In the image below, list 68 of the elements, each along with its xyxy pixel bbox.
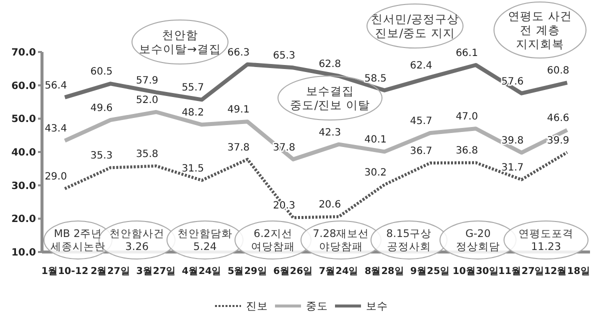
y-tick-label: 20.0 (11, 214, 36, 226)
y-tick-label: 40.0 (11, 148, 36, 158)
data-label: 65.3 (273, 50, 296, 62)
annotation: 6.2지선 여당참패 (251, 228, 295, 254)
annotation: 천안함담화 5.24 (178, 228, 232, 254)
data-label: 52.0 (136, 95, 158, 106)
legend-label: 보수 (366, 300, 388, 313)
x-tick-label: 7월24일 (318, 266, 359, 277)
x-tick-label: 11월27일 (498, 266, 545, 277)
y-tick-label: 30.0 (11, 180, 36, 192)
data-label: 47.0 (456, 112, 478, 123)
x-tick-label: 9월25일 (410, 266, 450, 277)
x-tick-label: 1월10-12 (41, 266, 88, 277)
data-label: 66.3 (227, 47, 250, 58)
y-tick-label: 60.0 (11, 80, 36, 92)
data-label: 29.0 (44, 172, 67, 183)
data-label: 40.1 (364, 134, 387, 146)
data-label: 57.9 (136, 75, 158, 86)
legend-label: 진보 (246, 300, 268, 313)
data-label: 60.8 (547, 66, 570, 77)
data-label: 55.7 (182, 82, 204, 94)
annotation: 8.15구상 공정사회 (386, 228, 432, 254)
annotation: G-20 정상회담 (456, 228, 500, 254)
data-label: 30.2 (364, 168, 387, 179)
text: 친서민/공정구상 진보/중도 지지 (371, 12, 459, 40)
x-tick-label: 10월30일 (452, 266, 500, 277)
annotation: 7.28재보선 야당참패 (312, 228, 370, 254)
data-label: 20.6 (318, 200, 341, 211)
data-label: 49.6 (90, 103, 113, 114)
x-tick-label: 6월26일 (273, 266, 314, 277)
data-label: 37.8 (273, 142, 296, 154)
data-label: 58.5 (364, 73, 387, 84)
y-tick-label: 10.0 (11, 248, 36, 258)
data-label: 62.8 (318, 59, 341, 70)
data-label: 62.4 (410, 60, 432, 72)
annotation: 보수결집 중도/진보 이탈 (290, 84, 370, 112)
data-label: 48.2 (182, 108, 204, 119)
y-tick-label: 70.0 (11, 48, 36, 58)
legend-label: 중도 (306, 300, 328, 313)
data-label: 46.6 (547, 113, 570, 124)
data-label: 60.5 (90, 66, 113, 78)
data-label: 45.7 (410, 116, 432, 127)
data-label: 36.7 (410, 146, 432, 157)
data-label: 43.4 (44, 124, 67, 135)
data-label: 42.3 (318, 127, 341, 138)
x-tick-label: 3월27일 (136, 266, 176, 277)
data-label: 56.4 (44, 80, 67, 92)
annotation: MB 2주년 세종시논란 (50, 228, 106, 254)
data-label: 66.1 (456, 48, 478, 59)
annotation: 천안함사건 3.26 (110, 228, 164, 254)
data-label: 37.8 (227, 142, 250, 154)
data-label: 35.3 (90, 150, 113, 162)
x-tick-label: 5월29일 (228, 266, 268, 277)
x-tick-label: 12월18일 (544, 266, 590, 277)
x-tick-label: 4월24일 (182, 266, 222, 277)
y-tick-label: 50.0 (11, 114, 36, 126)
data-label: 35.8 (136, 149, 158, 160)
data-label: 49.1 (227, 104, 250, 116)
data-label: 36.8 (456, 146, 478, 157)
data-label: 31.7 (501, 162, 524, 174)
data-label: 39.8 (501, 136, 524, 147)
annotation: 연평도포격 11.23 (518, 228, 574, 254)
annotation: 천안함 보수이탈→결집 (139, 28, 221, 56)
text: 연평도 사건 전 계층 지지회복 (508, 9, 572, 52)
x-tick-label: 2월27일 (90, 266, 130, 277)
data-label: 31.5 (182, 163, 204, 174)
data-label: 39.9 (547, 135, 570, 146)
x-tick-label: 8월28일 (364, 266, 404, 277)
